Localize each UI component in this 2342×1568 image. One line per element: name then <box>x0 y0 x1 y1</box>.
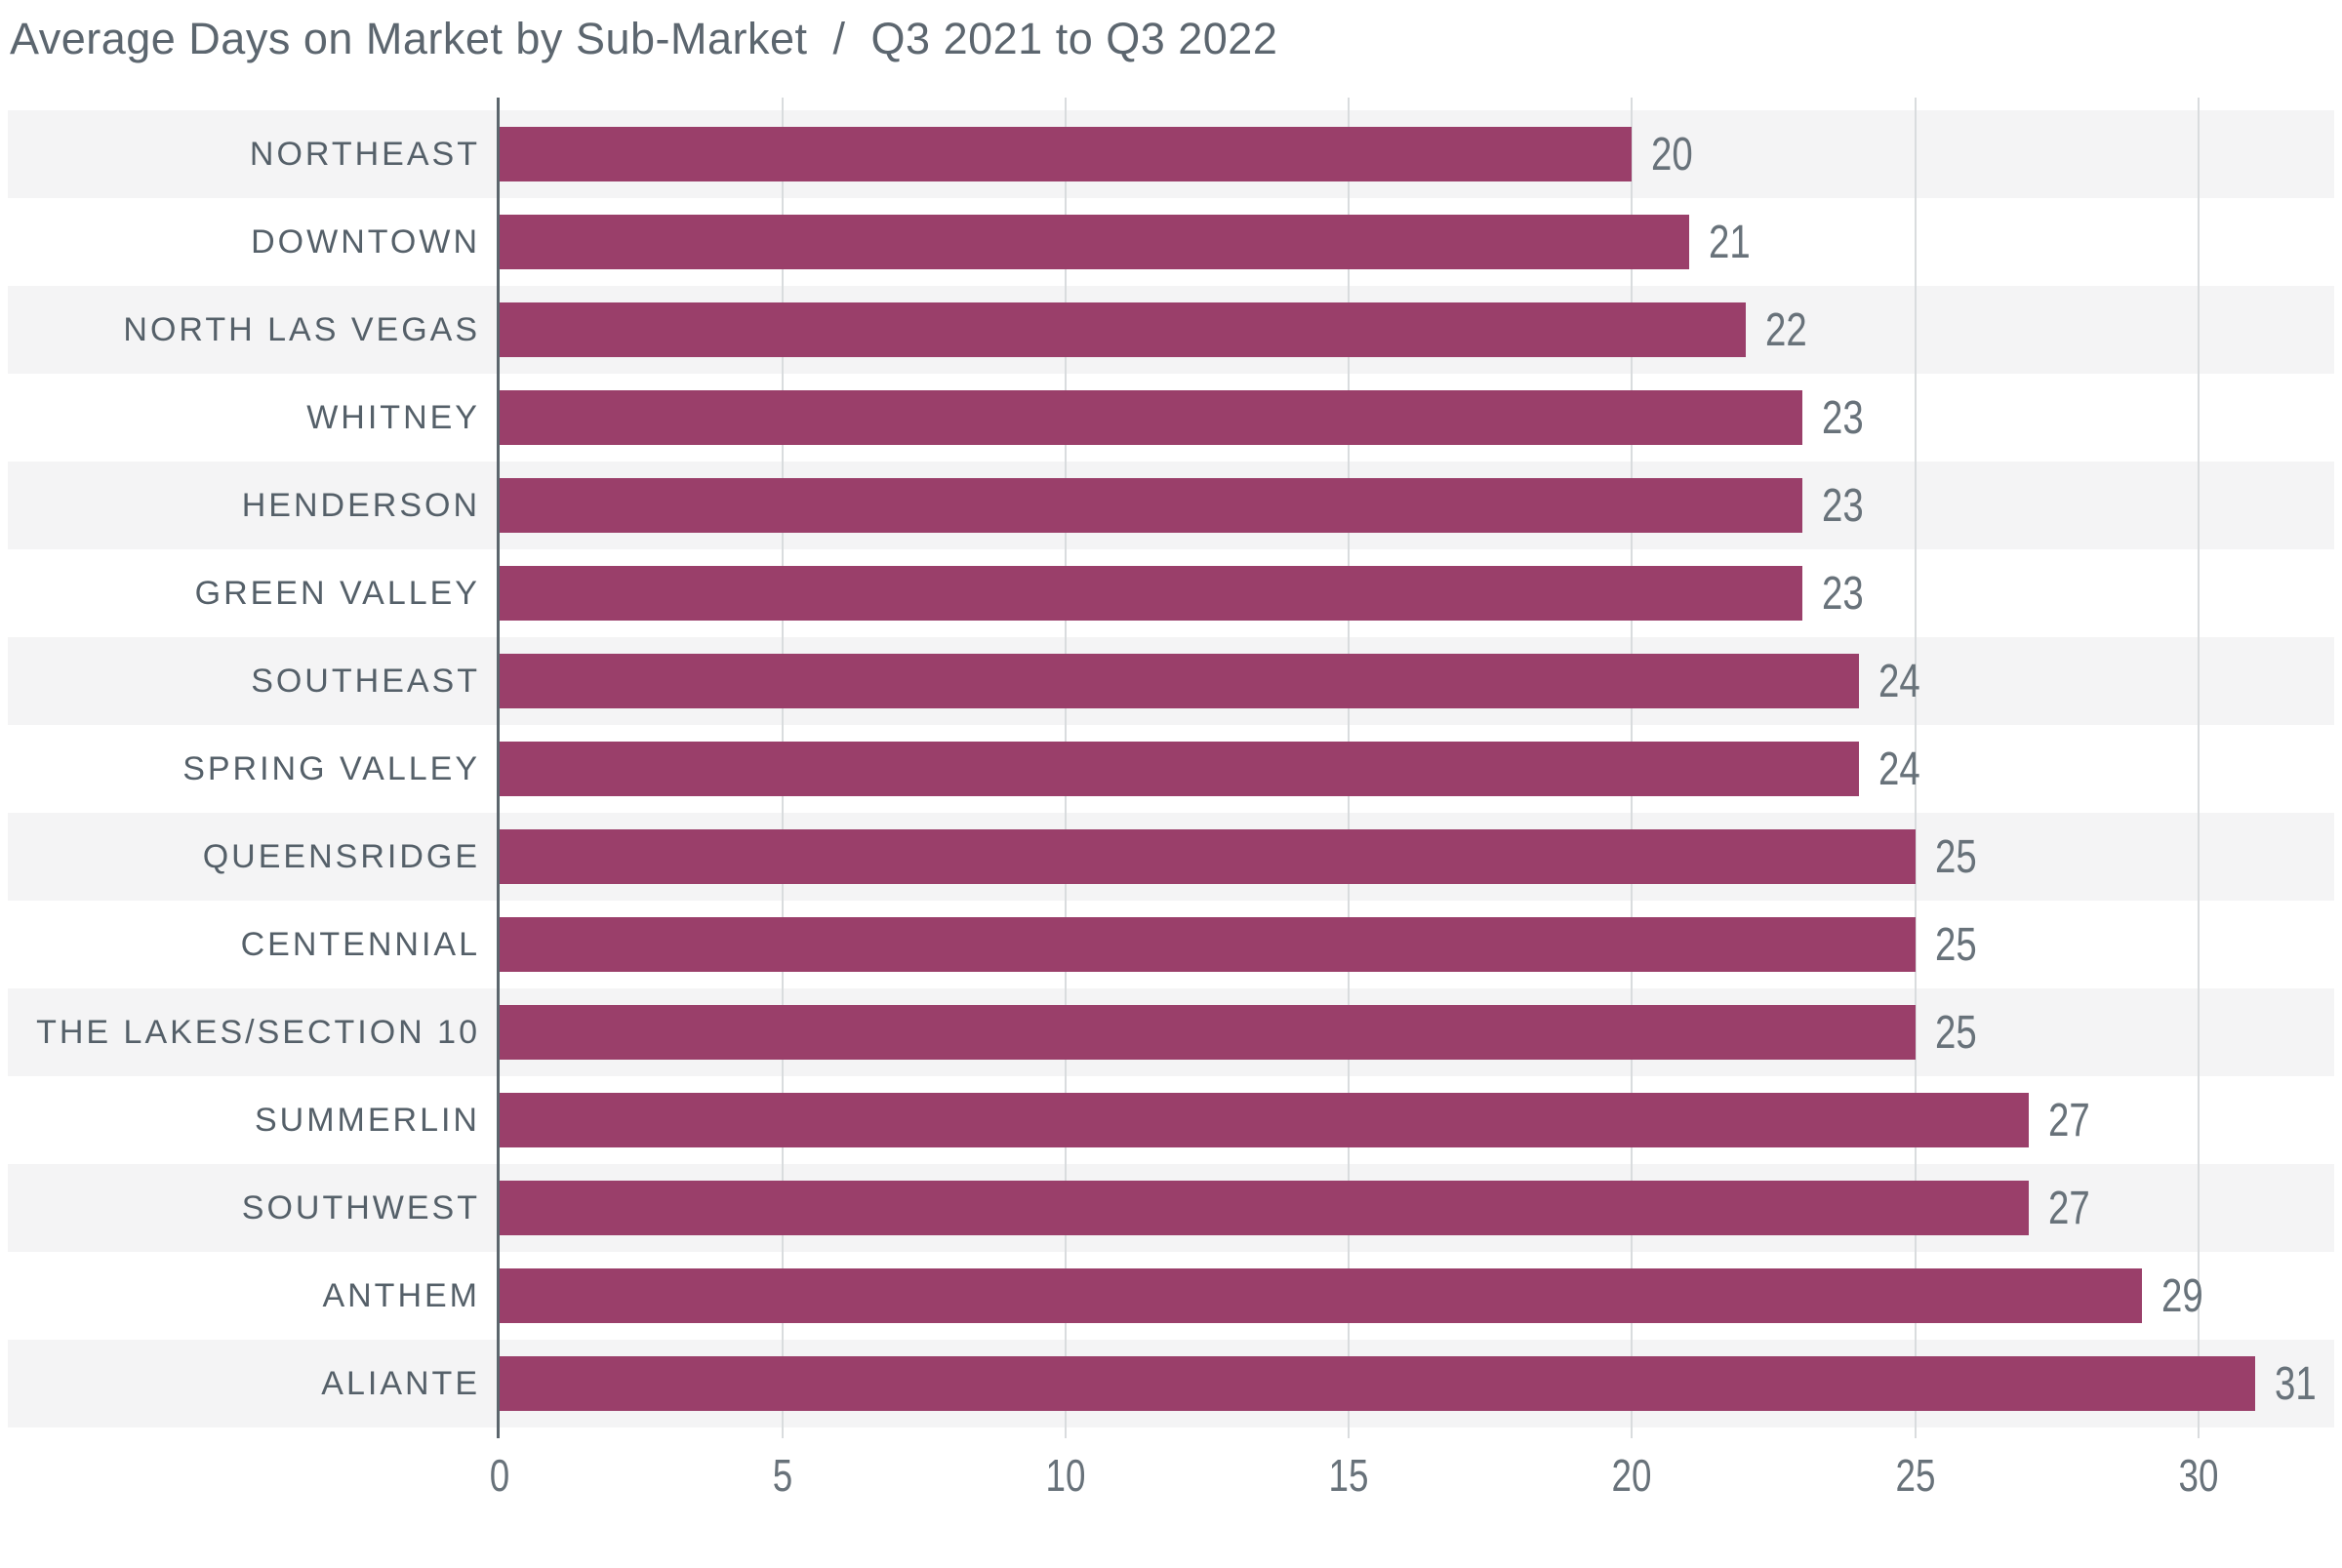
bar <box>500 478 1802 533</box>
bar <box>500 1093 2029 1147</box>
value-label: 24 <box>1878 655 1920 707</box>
category-label: ALIANTE <box>321 1364 480 1402</box>
category-label: ANTHEM <box>322 1276 480 1314</box>
gridline <box>2197 98 2200 1438</box>
category-label: THE LAKES/SECTION 10 <box>36 1013 480 1051</box>
value-label: 23 <box>1821 391 1864 444</box>
value-label: 31 <box>2274 1357 2317 1410</box>
value-label: 27 <box>2047 1182 2090 1234</box>
y-axis-line <box>497 98 500 1438</box>
category-label: SOUTHEAST <box>251 662 480 700</box>
value-label: 25 <box>1934 918 1977 971</box>
category-label: CENTENNIAL <box>240 925 480 963</box>
bar <box>500 742 1859 796</box>
x-tick-label: 15 <box>1328 1450 1369 1501</box>
chart-title: Average Days on Market by Sub-Market / Q3 … <box>10 14 1277 64</box>
value-label: 24 <box>1878 743 1920 795</box>
value-label: 20 <box>1651 128 1694 181</box>
value-label: 23 <box>1821 567 1864 620</box>
category-label: NORTHEAST <box>249 135 480 173</box>
category-label: SOUTHWEST <box>241 1188 480 1226</box>
category-label: WHITNEY <box>306 398 480 436</box>
bar <box>500 215 1689 269</box>
bar <box>500 917 1916 972</box>
category-label: SUMMERLIN <box>254 1101 480 1139</box>
value-label: 22 <box>1764 303 1807 356</box>
value-label: 27 <box>2047 1094 2090 1146</box>
category-label: DOWNTOWN <box>251 222 480 261</box>
bar <box>500 1268 2142 1323</box>
x-tick-label: 5 <box>772 1450 793 1501</box>
bar <box>500 566 1802 621</box>
value-label: 25 <box>1934 1006 1977 1059</box>
bar <box>500 390 1802 445</box>
chart-title-main: Average Days on Market by Sub-Market <box>10 14 808 63</box>
x-tick-label: 20 <box>1612 1450 1652 1501</box>
bar <box>500 1181 2029 1235</box>
chart-title-period: Q3 2021 to Q3 2022 <box>870 14 1278 63</box>
bar <box>500 1356 2255 1411</box>
x-tick-label: 0 <box>489 1450 510 1501</box>
value-label: 21 <box>1708 216 1751 268</box>
category-label: GREEN VALLEY <box>194 574 480 612</box>
value-label: 25 <box>1934 830 1977 883</box>
bar <box>500 654 1859 708</box>
bar <box>500 127 1633 181</box>
gridline <box>1914 98 1917 1438</box>
value-label: 23 <box>1821 479 1864 532</box>
bar <box>500 1005 1916 1060</box>
value-label: 29 <box>2160 1269 2203 1322</box>
bar <box>500 829 1916 884</box>
category-label: QUEENSRIDGE <box>202 837 480 875</box>
chart-title-separator: / <box>832 14 846 63</box>
x-tick-label: 30 <box>2178 1450 2219 1501</box>
x-tick-label: 10 <box>1045 1450 1086 1501</box>
category-label: HENDERSON <box>241 486 480 524</box>
category-label: NORTH LAS VEGAS <box>123 310 480 348</box>
category-label: SPRING VALLEY <box>182 749 480 787</box>
bar <box>500 302 1746 357</box>
x-tick-label: 25 <box>1895 1450 1936 1501</box>
